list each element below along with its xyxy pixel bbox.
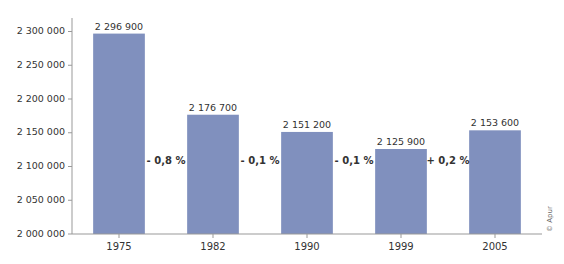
change-label: - 0,1 % [241,155,280,166]
bar [469,130,521,234]
change-label: - 0,1 % [335,155,374,166]
change-label: - 0,8 % [147,155,186,166]
y-tick [68,65,72,66]
data-label: 2 296 900 [95,21,143,32]
data-label: 2 153 600 [471,117,519,128]
data-label: 2 125 900 [377,136,425,147]
x-tick [119,234,120,238]
y-tick [68,234,72,235]
y-tick [68,99,72,100]
x-tick [307,234,308,238]
bar [187,115,239,234]
x-tick-label: 1999 [388,241,413,252]
x-tick-label: 1975 [106,241,131,252]
y-tick-label: 2 000 000 [17,228,65,239]
data-label: 2 176 700 [189,102,237,113]
bar [375,149,427,234]
y-tick-label: 2 250 000 [17,59,65,70]
bars [93,34,521,234]
x-tick [495,234,496,238]
y-tick [68,132,72,133]
x-tick [213,234,214,238]
y-tick [68,200,72,201]
y-tick-label: 2 300 000 [17,25,65,36]
bar [93,34,145,234]
bar [281,132,333,234]
y-tick-label: 2 050 000 [17,194,65,205]
data-label: 2 151 200 [283,119,331,130]
y-tick-label: 2 200 000 [17,93,65,104]
x-tick-label: 1982 [200,241,225,252]
watermark: © Apur [546,206,554,232]
y-tick [68,166,72,167]
y-tick-label: 2 100 000 [17,160,65,171]
change-label: + 0,2 % [426,155,469,166]
x-tick [401,234,402,238]
x-tick-label: 1990 [294,241,319,252]
y-tick-label: 2 150 000 [17,126,65,137]
y-axis-line [72,18,73,234]
chart: 2 000 000 2 050 000 2 100 000 2 150 000 2 20… [0,0,564,264]
x-tick-label: 2005 [482,241,507,252]
y-tick [68,31,72,32]
